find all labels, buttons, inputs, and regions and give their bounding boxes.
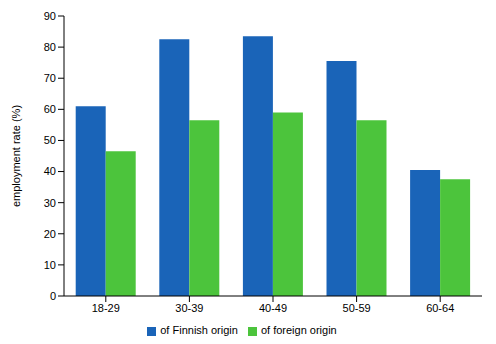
svg-text:30-39: 30-39 bbox=[175, 302, 203, 314]
svg-text:18-29: 18-29 bbox=[92, 302, 120, 314]
svg-text:20: 20 bbox=[44, 228, 56, 240]
svg-text:10: 10 bbox=[44, 259, 56, 271]
svg-text:50: 50 bbox=[44, 134, 56, 146]
svg-text:70: 70 bbox=[44, 72, 56, 84]
svg-text:40: 40 bbox=[44, 165, 56, 177]
svg-text:employment rate (%): employment rate (%) bbox=[10, 105, 22, 207]
svg-text:90: 90 bbox=[44, 10, 56, 22]
svg-text:50-59: 50-59 bbox=[343, 302, 371, 314]
html-text:of Finnish origin: of Finnish origin bbox=[160, 324, 238, 336]
html-text:of foreign origin: of foreign origin bbox=[260, 324, 337, 336]
svg-text:0: 0 bbox=[50, 290, 56, 302]
svg-text:30: 30 bbox=[44, 197, 56, 209]
svg-text:60-64: 60-64 bbox=[426, 302, 454, 314]
svg-text:80: 80 bbox=[44, 41, 56, 53]
svg-text:60: 60 bbox=[44, 103, 56, 115]
svg-text:40-49: 40-49 bbox=[259, 302, 287, 314]
